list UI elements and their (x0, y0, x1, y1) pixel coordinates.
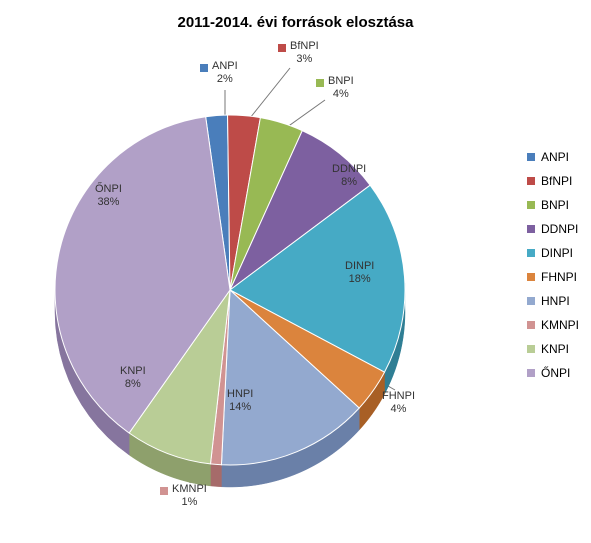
label-swatch-bfnpi (278, 44, 286, 52)
label-kmnpi-pct: 1% (172, 496, 207, 509)
label-knpi: KNPI8% (120, 365, 146, 391)
legend-label-ddnpi: DDNPI (541, 222, 578, 236)
legend-label-anpi: ANPI (541, 150, 569, 164)
label-kmnpi: KMNPI1% (172, 483, 207, 509)
legend-label-bnpi: BNPI (541, 198, 569, 212)
label-ddnpi-name: DDNPI (332, 163, 366, 176)
label-anpi-pct: 2% (212, 73, 238, 86)
legend-swatch-hnpi (527, 297, 535, 305)
legend-item-fhnpi: FHNPI (527, 270, 579, 284)
label-onpi-pct: 38% (95, 196, 122, 209)
pie-chart-container: 2011-2014. évi források elosztása ANPIBf… (0, 0, 591, 543)
legend-label-fhnpi: FHNPI (541, 270, 577, 284)
label-hnpi-name: HNPI (227, 388, 253, 401)
legend-label-dinpi: DINPI (541, 246, 573, 260)
legend-swatch-bfnpi (527, 177, 535, 185)
label-fhnpi: FHNPI4% (382, 390, 415, 416)
pie-svg (0, 0, 591, 543)
legend-item-dinpi: DINPI (527, 246, 579, 260)
legend-item-kmnpi: KMNPI (527, 318, 579, 332)
label-onpi: ŐNPI38% (95, 183, 122, 209)
legend-item-anpi: ANPI (527, 150, 579, 164)
legend-swatch-őnpi (527, 369, 535, 377)
label-kmnpi-name: KMNPI (172, 483, 207, 496)
label-anpi: ANPI2% (212, 60, 238, 86)
label-bfnpi-pct: 3% (290, 53, 319, 66)
legend-item-bfnpi: BfNPI (527, 174, 579, 188)
label-swatch-bnpi (316, 79, 324, 87)
legend-label-hnpi: HNPI (541, 294, 570, 308)
legend-swatch-dinpi (527, 249, 535, 257)
label-bfnpi: BfNPI3% (290, 40, 319, 66)
legend-swatch-ddnpi (527, 225, 535, 233)
label-knpi-name: KNPI (120, 365, 146, 378)
label-ddnpi-pct: 8% (332, 176, 366, 189)
legend-swatch-bnpi (527, 201, 535, 209)
legend-label-bfnpi: BfNPI (541, 174, 572, 188)
label-ddnpi: DDNPI8% (332, 163, 366, 189)
label-dinpi-pct: 18% (345, 273, 374, 286)
legend-swatch-kmnpi (527, 321, 535, 329)
legend-swatch-anpi (527, 153, 535, 161)
legend-item-őnpi: ŐNPI (527, 366, 579, 380)
legend-item-bnpi: BNPI (527, 198, 579, 212)
label-fhnpi-name: FHNPI (382, 390, 415, 403)
label-swatch-anpi (200, 64, 208, 72)
legend-item-hnpi: HNPI (527, 294, 579, 308)
label-swatch-kmnpi (160, 487, 168, 495)
label-hnpi-pct: 14% (227, 401, 253, 414)
label-bnpi-pct: 4% (328, 88, 354, 101)
label-dinpi-name: DINPI (345, 260, 374, 273)
legend-item-knpi: KNPI (527, 342, 579, 356)
label-onpi-name: ŐNPI (95, 183, 122, 196)
legend-swatch-fhnpi (527, 273, 535, 281)
label-bnpi-name: BNPI (328, 75, 354, 88)
legend-swatch-knpi (527, 345, 535, 353)
legend: ANPI BfNPI BNPI DDNPI DINPI FHNPI HNPI KMNPI KNP… (527, 150, 579, 390)
label-bfnpi-name: BfNPI (290, 40, 319, 53)
label-knpi-pct: 8% (120, 378, 146, 391)
label-bnpi: BNPI4% (328, 75, 354, 101)
legend-label-knpi: KNPI (541, 342, 569, 356)
label-anpi-name: ANPI (212, 60, 238, 73)
label-hnpi: HNPI14% (227, 388, 253, 414)
legend-label-kmnpi: KMNPI (541, 318, 579, 332)
label-fhnpi-pct: 4% (382, 403, 415, 416)
label-dinpi: DINPI18% (345, 260, 374, 286)
legend-label-őnpi: ŐNPI (541, 366, 570, 380)
legend-item-ddnpi: DDNPI (527, 222, 579, 236)
